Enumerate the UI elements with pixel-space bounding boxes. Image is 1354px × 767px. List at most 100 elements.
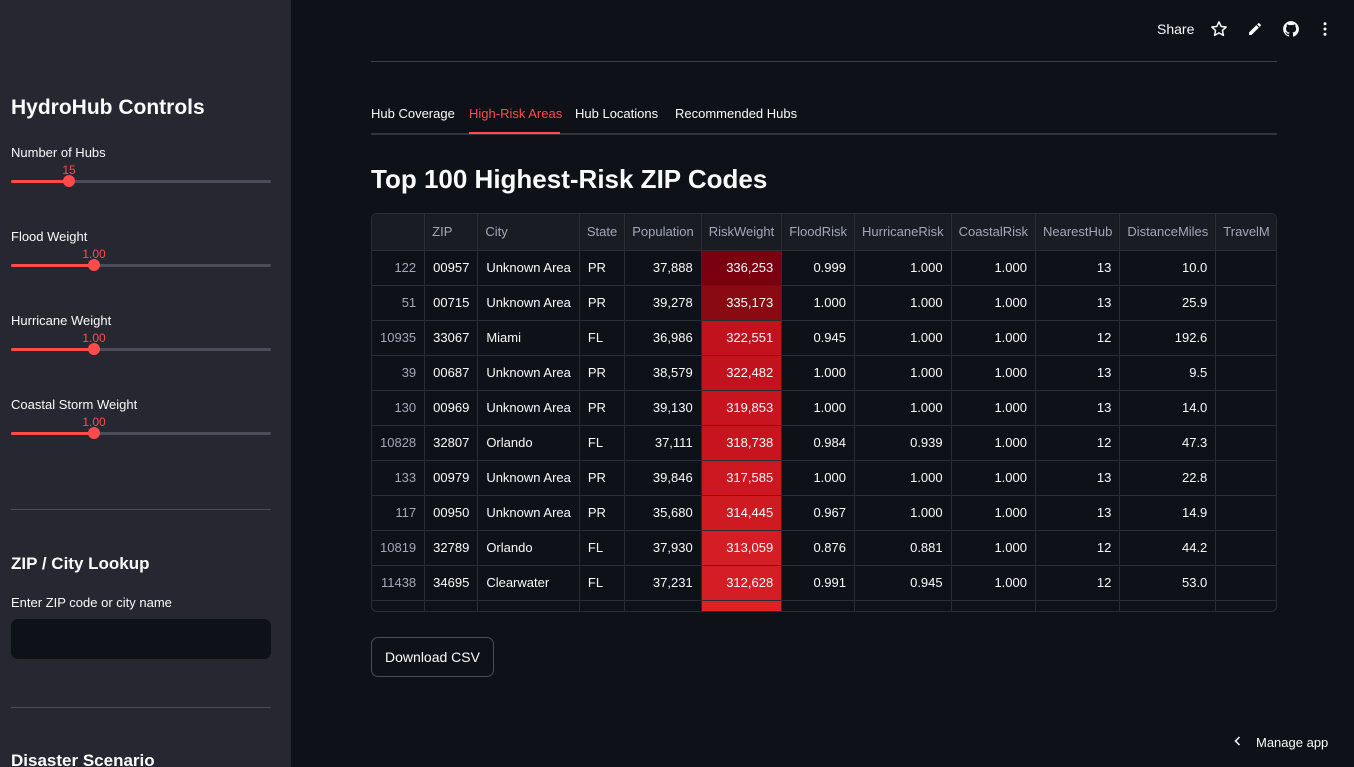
table-cell[interactable]: 13 [1035,285,1121,321]
table-cell[interactable] [1215,530,1276,566]
table-cell[interactable]: 13 [1035,390,1121,426]
column-header[interactable]: TravelM [1215,214,1276,251]
table-cell[interactable] [1035,600,1121,611]
table-cell[interactable]: 312,628 [701,565,783,601]
table-cell[interactable]: 322,482 [701,355,783,391]
table-cell[interactable]: Unknown Area [477,250,580,286]
table-cell[interactable]: 35,680 [624,495,702,531]
table-cell[interactable]: Unknown Area [477,495,580,531]
slider-coastal-storm-weight[interactable]: Coastal Storm Weight 1.00 [11,397,271,457]
table-cell[interactable]: 13 [1035,250,1121,286]
table-cell[interactable] [1215,250,1276,286]
table-cell[interactable] [1215,460,1276,496]
table-cell[interactable] [701,600,783,611]
table-cell[interactable]: 1.000 [951,355,1037,391]
table-cell[interactable]: 00715 [424,285,479,321]
tab-hub-coverage[interactable]: Hub Coverage [371,106,455,121]
slider-thumb[interactable] [88,427,100,439]
table-cell[interactable]: 317,585 [701,460,783,496]
table-cell[interactable] [1215,320,1276,356]
table-cell[interactable]: 117 [372,495,426,531]
column-header[interactable]: State [579,214,626,251]
table-row[interactable]: 10819 32789 Orlando FL 37,930 313,059 0.876 0.8… [372,530,1276,566]
table-cell[interactable]: PR [579,285,626,321]
table-cell[interactable]: FL [579,425,626,461]
table-cell[interactable]: 318,738 [701,425,783,461]
table-cell[interactable]: Miami [477,320,580,356]
table-cell[interactable]: 51 [372,285,426,321]
table-cell[interactable]: 39,278 [624,285,702,321]
table-cell[interactable]: 1.000 [951,530,1037,566]
table-cell[interactable]: 33067 [424,320,479,356]
table-cell[interactable]: 00969 [424,390,479,426]
table-cell[interactable]: 133 [372,460,426,496]
table-cell[interactable]: 1.000 [781,460,855,496]
data-table[interactable]: ZIP City State Population RiskWeight FloodRis… [371,213,1277,612]
table-cell[interactable]: 12 [1035,320,1121,356]
table-cell[interactable]: 0.945 [781,320,855,356]
table-cell[interactable]: Orlando [477,530,580,566]
column-header[interactable]: FloodRisk [781,214,855,251]
table-cell[interactable] [781,600,855,611]
table-cell[interactable]: 1.000 [781,355,855,391]
column-header[interactable]: NearestHub [1035,214,1121,251]
table-cell[interactable]: 0.939 [854,425,952,461]
table-cell[interactable]: 12 [1035,530,1121,566]
table-cell[interactable]: 37,930 [624,530,702,566]
table-cell[interactable]: 12 [1035,565,1121,601]
table-cell[interactable] [1215,600,1276,611]
table-cell[interactable]: 10935 [372,320,426,356]
table-cell[interactable]: 1.000 [854,460,952,496]
table-cell[interactable]: 0.984 [781,425,855,461]
table-cell[interactable]: 336,253 [701,250,783,286]
table-cell[interactable] [1215,285,1276,321]
tab-recommended-hubs[interactable]: Recommended Hubs [675,106,798,121]
table-cell[interactable]: 11438 [372,565,426,601]
slider-thumb[interactable] [88,343,100,355]
table-cell[interactable]: 13 [1035,460,1121,496]
table-cell[interactable]: 10.0 [1119,250,1217,286]
table-cell[interactable]: 39,846 [624,460,702,496]
zip-city-input[interactable] [11,619,271,659]
table-cell[interactable]: PR [579,390,626,426]
table-cell[interactable]: Unknown Area [477,285,580,321]
table-cell[interactable]: 13 [1035,355,1121,391]
star-icon[interactable] [1209,19,1229,39]
table-cell[interactable] [1215,425,1276,461]
table-cell[interactable]: Unknown Area [477,390,580,426]
table-row[interactable]: 117 00950 Unknown Area PR 35,680 314,445 0.967… [372,495,1276,531]
table-cell[interactable]: 47.3 [1119,425,1217,461]
table-cell[interactable]: 1.000 [854,250,952,286]
pencil-icon[interactable] [1245,19,1265,39]
table-cell[interactable]: 00687 [424,355,479,391]
table-cell[interactable]: 322,551 [701,320,783,356]
table-cell[interactable]: PR [579,495,626,531]
table-row[interactable] [372,600,1276,611]
table-cell[interactable]: FL [579,530,626,566]
table-cell[interactable] [1215,390,1276,426]
table-cell[interactable]: 13 [1035,495,1121,531]
github-icon[interactable] [1281,19,1301,39]
table-cell[interactable]: 0.967 [781,495,855,531]
column-header[interactable] [372,214,426,251]
table-cell[interactable]: 1.000 [951,425,1037,461]
table-cell[interactable]: 1.000 [854,320,952,356]
table-cell[interactable]: 1.000 [951,390,1037,426]
table-cell[interactable] [1215,495,1276,531]
table-cell[interactable]: FL [579,320,626,356]
table-cell[interactable]: 36,986 [624,320,702,356]
table-cell[interactable]: Unknown Area [477,460,580,496]
table-cell[interactable]: Clearwater [477,565,580,601]
table-row[interactable]: 130 00969 Unknown Area PR 39,130 319,853 1.000… [372,390,1276,426]
table-cell[interactable] [1215,355,1276,391]
table-cell[interactable]: 39 [372,355,426,391]
table-cell[interactable]: 00979 [424,460,479,496]
table-cell[interactable]: 1.000 [781,390,855,426]
table-cell[interactable]: 22.8 [1119,460,1217,496]
column-header[interactable]: HurricaneRisk [854,214,952,251]
table-cell[interactable] [951,600,1037,611]
table-cell[interactable]: 00957 [424,250,479,286]
slider-number-of-hubs[interactable]: Number of Hubs 15 [11,145,271,205]
table-cell[interactable]: PR [579,250,626,286]
table-cell[interactable]: 37,231 [624,565,702,601]
